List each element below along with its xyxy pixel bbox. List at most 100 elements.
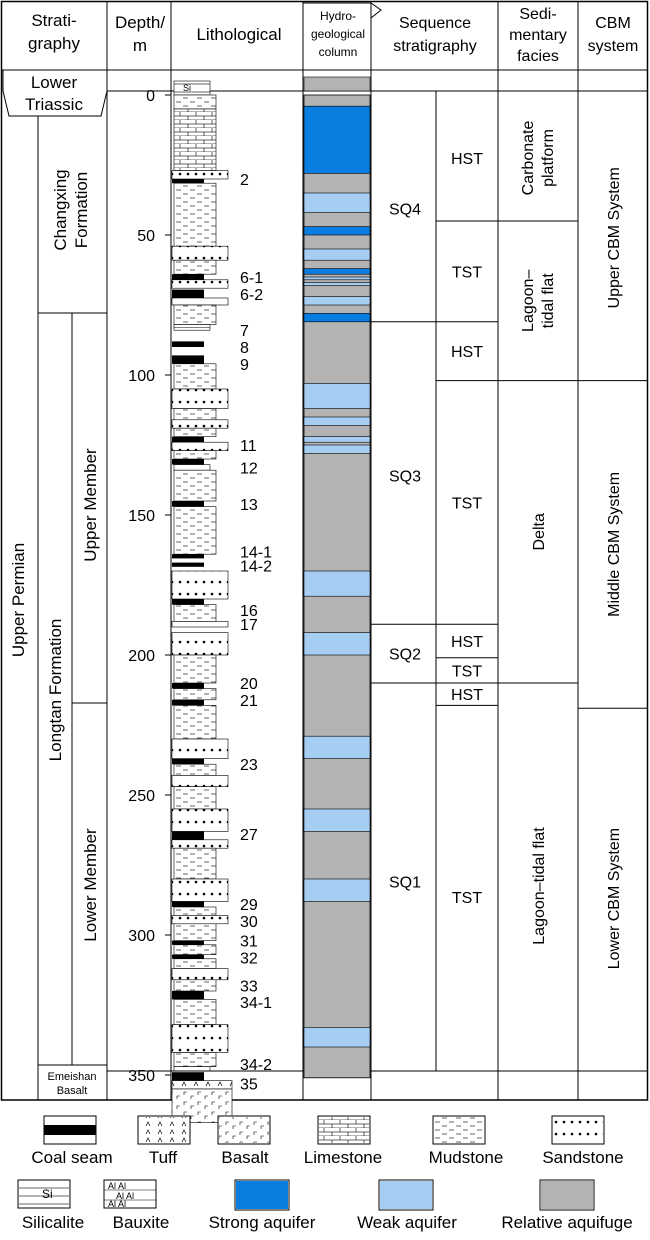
lithology-sandstone (171, 570, 229, 600)
lithology-coal (172, 554, 204, 559)
coal-seam-label: 16 (240, 603, 258, 620)
coal-seam-label: 13 (240, 497, 258, 514)
coal-seam-label: 2 (240, 172, 249, 189)
coal-seam-label: 31 (240, 934, 258, 951)
coal-seam-label: 14-2 (240, 558, 272, 575)
outer-border (0, 0, 649, 1101)
sequence-label: SQ4 (389, 201, 421, 218)
facies-label: platform (540, 129, 557, 187)
coal-seam-label: 7 (240, 323, 249, 340)
depth-tick-label: 150 (128, 508, 155, 525)
systems-tract-label: TST (452, 495, 482, 512)
legend-item: Strong aquifer (209, 1179, 316, 1232)
lithology-coal (172, 901, 204, 907)
silicalite-symbol: Si (183, 83, 191, 93)
lithology-mudstone (173, 604, 217, 622)
lithology-mudstone (173, 1052, 217, 1067)
depth-tick-label: 200 (128, 648, 155, 665)
hydro-weak-aquifer (303, 808, 371, 832)
hydro-weak-aquifer (303, 248, 371, 261)
legend-label: Silicalite (22, 1213, 84, 1232)
table-frame (0, 0, 649, 1101)
depth-tick-label: 0 (146, 88, 155, 105)
lower-triassic-label-1: Lower (31, 73, 78, 92)
lithology-coal (172, 991, 204, 1000)
depth-tick-label: 300 (128, 928, 155, 945)
hydro-weak-aquifer (303, 570, 371, 597)
coal-seam-label: 14-1 (240, 544, 272, 561)
coal-seam-label: 30 (240, 914, 258, 931)
coal-seam-label: 33 (240, 978, 258, 995)
systems-tract-label: HST (451, 151, 483, 168)
lithology-sandstone (171, 297, 229, 306)
header-sequence-1: Sequence (399, 15, 471, 32)
lower-member-label: Lower Member (81, 828, 100, 942)
silicalite-swatch (19, 1181, 69, 1207)
lithology-sandstone (171, 915, 229, 925)
hydro-strong-aquifer (303, 226, 371, 236)
coal-seam-label: 9 (240, 357, 249, 374)
facies-label: tidal flat (540, 273, 557, 329)
lithology-sandstone (171, 839, 229, 849)
header-stratigraphy-2: graphy (28, 34, 80, 53)
legend-label: Mudstone (429, 1148, 504, 1167)
hydro-weak-aquifer (303, 192, 371, 213)
cbm-system-label: Middle CBM System (606, 472, 623, 617)
lithology-sandstone (171, 279, 229, 289)
header-hydro-3: column (319, 45, 358, 59)
lithology-sandstone (171, 170, 229, 180)
legend-item: Limestone (304, 1115, 382, 1167)
header-facies-2: mentary (509, 27, 567, 44)
depth-tick-label: 350 (128, 1068, 155, 1085)
header-hydro-1: Hydro- (320, 9, 356, 23)
hydro-weak-aquifer (303, 282, 371, 286)
systems-tract-label: TST (452, 890, 482, 907)
lithology-coal (172, 954, 204, 959)
cbm-system-label: Lower CBM System (606, 828, 623, 969)
lithology-mudstone (173, 786, 217, 810)
coal-seam-label: 29 (240, 897, 258, 914)
legend-label: Basalt (221, 1148, 269, 1167)
depth-axis: 0 50 100 150 200 250 300 350 (128, 88, 171, 1085)
sandstone-swatch (553, 1117, 603, 1143)
hydro-weak-aquifer (303, 444, 371, 454)
changxing-formation-label-2: Formation (72, 172, 91, 249)
lithology-sandstone (171, 441, 229, 451)
legend-label: Coal seam (31, 1148, 112, 1167)
lithology-coal (172, 179, 204, 184)
legend: Coal seam Tuff Basalt Limestone Mudstone Sand… (17, 1115, 633, 1232)
header-facies-1: Sedi- (519, 6, 556, 23)
lithology-sandstone (171, 878, 229, 902)
depth-tick-label: 250 (128, 788, 155, 805)
lithology-coal (172, 355, 204, 364)
lithology-coal (172, 699, 204, 706)
lithology-mudstone (173, 999, 217, 1025)
lithology-sandstone (171, 1024, 229, 1053)
lithology-mudstone (173, 427, 217, 437)
systems-tract-label: HST (451, 687, 483, 704)
systems-tract-label: TST (452, 663, 482, 680)
lithology-coal (172, 501, 204, 507)
coal-seam-label: 20 (240, 676, 258, 693)
legend-label: Weak aquifer (357, 1213, 457, 1232)
lithology-coal (172, 940, 204, 945)
header-depth-1: Depth/ (115, 13, 165, 32)
legend-label: Limestone (304, 1148, 382, 1167)
lithology-mudstone (173, 847, 217, 880)
lithology-sandstone (171, 808, 229, 832)
legend-swatch (103, 1179, 157, 1209)
legend-item: Weak aquifer (357, 1179, 457, 1232)
hydro-weak-aquifer (303, 735, 371, 759)
header-sequence-2: stratigraphy (393, 38, 477, 55)
lithology-coal (172, 831, 204, 840)
sedimentary-facies-column: Carbonate platform Lagoon– tidal flat Delta L… (498, 121, 578, 945)
hydro-weak-aquifer (303, 1027, 371, 1048)
sequence-label: SQ2 (389, 647, 421, 664)
coal-seam-label: 6-1 (240, 270, 263, 287)
lithology-coal (172, 758, 204, 765)
facies-label: Lagoon–tidal flat (531, 827, 548, 945)
limestone-swatch (319, 1117, 369, 1143)
lithology-mudstone (173, 304, 217, 325)
